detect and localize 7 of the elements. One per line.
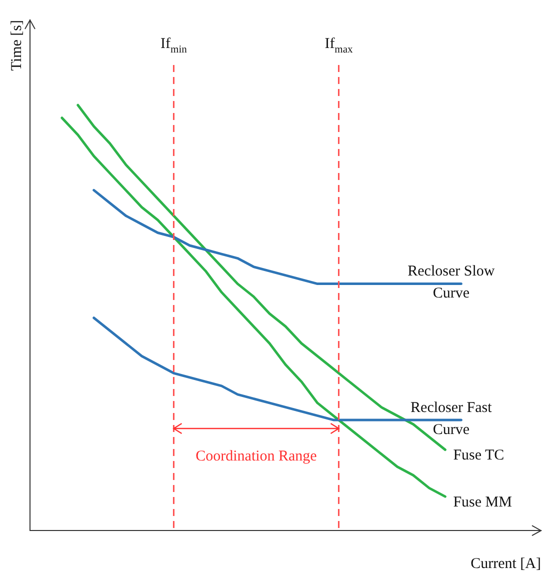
y-axis-title: Time [s] (8, 20, 25, 71)
series-label: Fuse TC (453, 448, 504, 464)
series-label: Recloser Slow Curve (408, 264, 495, 302)
annotation: Coordination Range (196, 448, 318, 464)
series-label: Fuse MM (453, 494, 512, 510)
series-label: Recloser Fast Curve (410, 400, 493, 438)
x-axis-title: Current [A] (470, 556, 541, 572)
